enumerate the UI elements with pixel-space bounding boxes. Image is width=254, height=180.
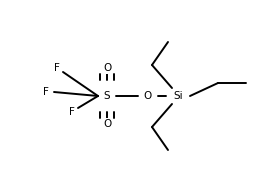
- Text: Si: Si: [173, 91, 183, 101]
- Text: O: O: [103, 63, 111, 73]
- Text: F: F: [69, 107, 75, 117]
- Text: O: O: [103, 119, 111, 129]
- Text: F: F: [43, 87, 49, 97]
- Text: S: S: [104, 91, 110, 101]
- Text: O: O: [144, 91, 152, 101]
- Text: F: F: [54, 63, 60, 73]
